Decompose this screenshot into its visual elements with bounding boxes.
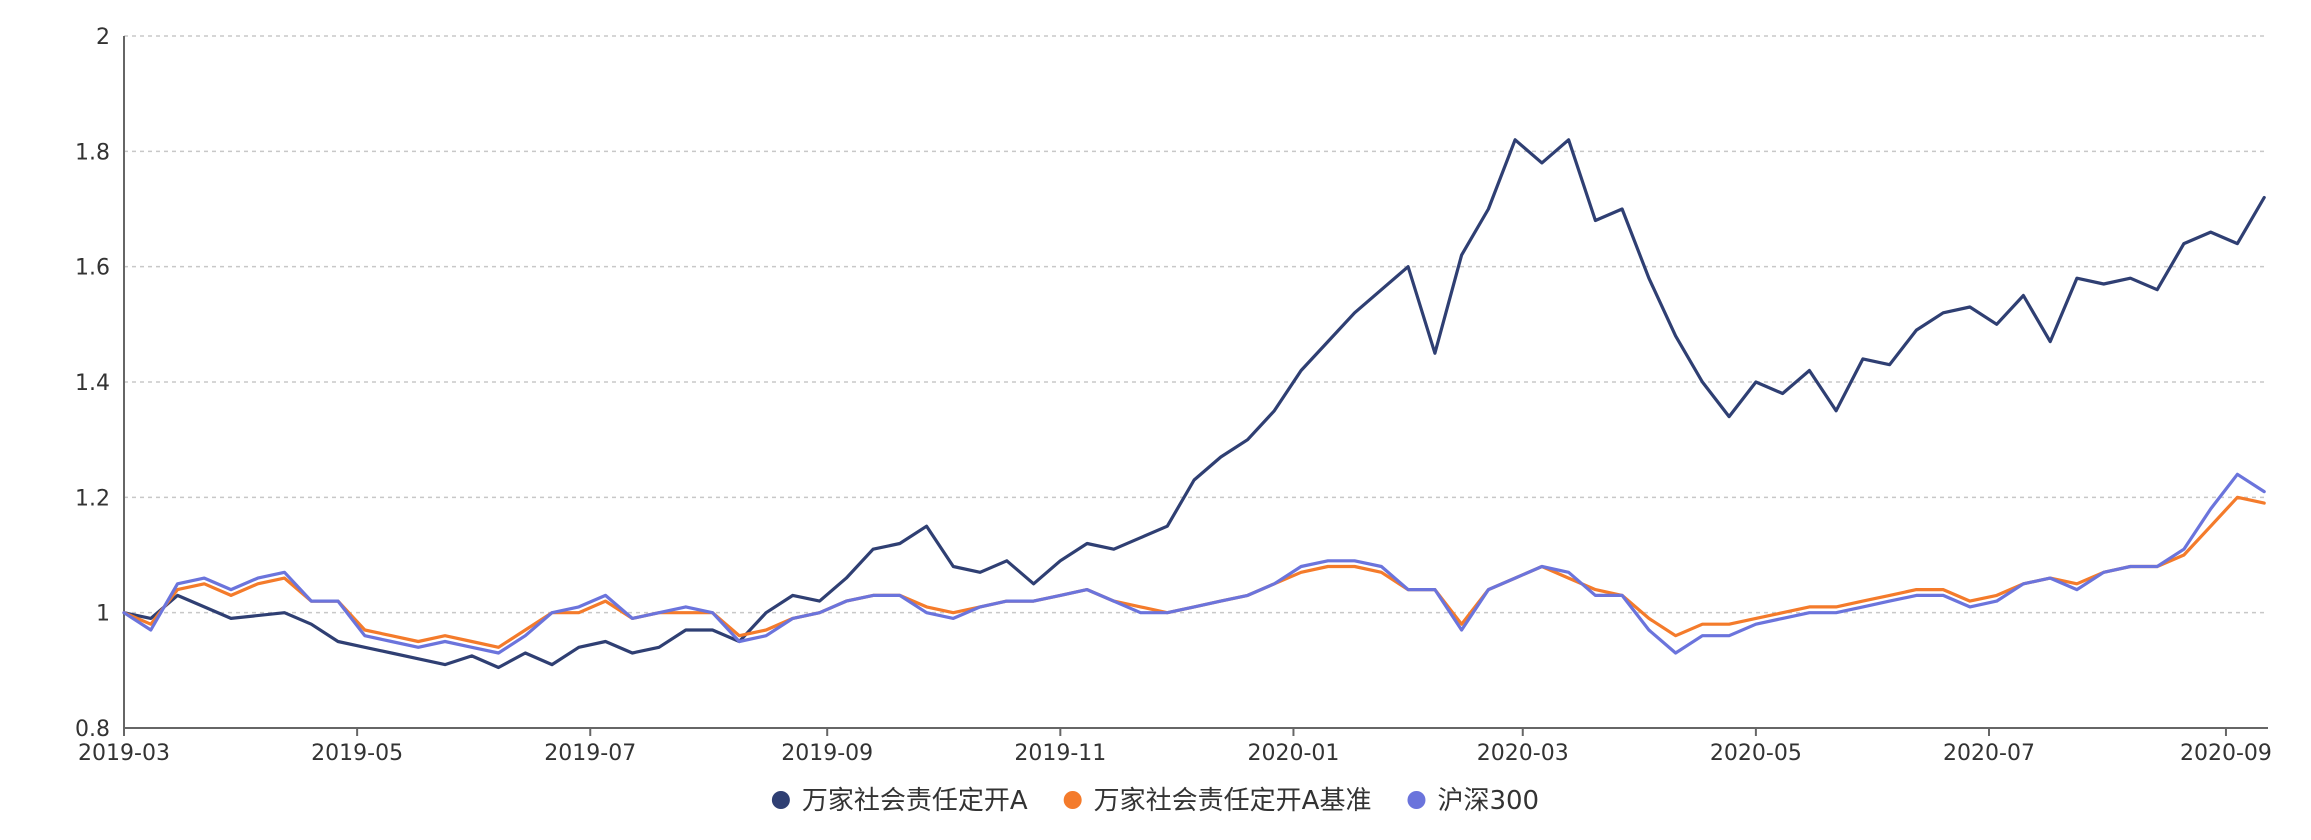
series-line (124, 497, 2264, 647)
y-tick-label: 1.2 (75, 486, 110, 511)
y-tick-label: 1.4 (75, 371, 110, 396)
legend-label: 万家社会责任定开A基准 (1094, 786, 1372, 816)
x-tick-label: 2020-01 (1247, 741, 1339, 766)
legend-item[interactable]: 沪深300 (1407, 786, 1539, 816)
legend-marker-icon (772, 791, 790, 809)
x-tick-label: 2020-05 (1710, 741, 1802, 766)
series-2 (124, 474, 2264, 653)
legend-label: 万家社会责任定开A (802, 786, 1028, 816)
legend-item[interactable]: 万家社会责任定开A (772, 786, 1028, 816)
y-tick-label: 1.6 (75, 256, 110, 281)
x-tick-label: 2019-05 (311, 741, 403, 766)
y-tick-label: 1 (96, 602, 110, 627)
x-tick-label: 2020-07 (1943, 741, 2035, 766)
legend-marker-icon (1407, 791, 1425, 809)
y-tick-label: 2 (96, 25, 110, 50)
legend-marker-icon (1064, 791, 1082, 809)
legend[interactable]: 万家社会责任定开A 万家社会责任定开A基准 沪深300 (772, 786, 1539, 816)
legend-label: 沪深300 (1437, 786, 1539, 816)
x-tick-label: 2019-09 (781, 741, 873, 766)
series-line (124, 474, 2264, 653)
legend-item[interactable]: 万家社会责任定开A基准 (1064, 786, 1372, 816)
x-tick-label: 2020-03 (1477, 741, 1569, 766)
y-tick-label: 1.8 (75, 140, 110, 165)
x-tick-label: 2020-09 (2180, 741, 2272, 766)
y-tick-label: 0.8 (75, 717, 110, 742)
x-tick-label: 2019-11 (1014, 741, 1106, 766)
series-lines (124, 140, 2264, 668)
x-tick-label: 2019-07 (544, 741, 636, 766)
series-1 (124, 497, 2264, 647)
x-tick-label: 2019-03 (78, 741, 170, 766)
grid-lines (124, 36, 2268, 613)
